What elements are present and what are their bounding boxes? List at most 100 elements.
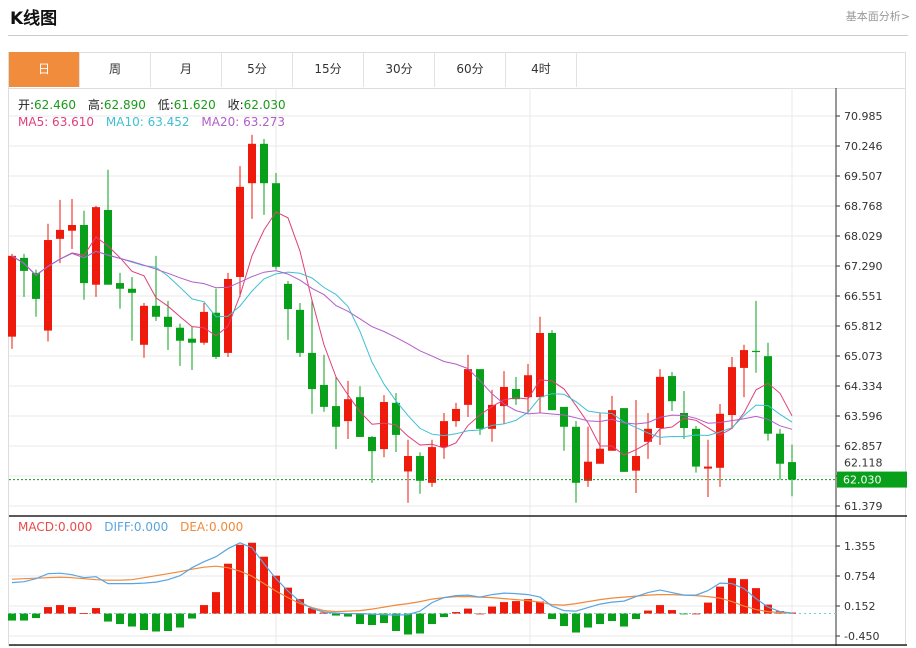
candle-body	[548, 333, 556, 411]
candle-body	[440, 421, 448, 448]
tab-4hour[interactable]: 4时	[506, 52, 577, 87]
macd-bar	[104, 613, 112, 622]
macd-bar	[704, 602, 712, 614]
macd-bar	[140, 613, 148, 631]
candle-body	[248, 143, 256, 184]
price-tick-label: 65.073	[844, 350, 883, 363]
price-tick-label: 65.812	[844, 320, 883, 333]
macd-bar	[728, 578, 736, 614]
candle-body	[332, 406, 340, 427]
macd-bar	[764, 604, 772, 614]
macd-bar	[56, 605, 64, 614]
macd-bar	[200, 605, 208, 614]
candle-body	[500, 387, 508, 407]
candle-body	[716, 413, 724, 468]
high-value: 62.890	[103, 98, 146, 112]
macd-tick-label: 0.754	[844, 570, 876, 583]
candle-body	[164, 316, 172, 327]
tab-60min[interactable]: 60分	[435, 52, 506, 87]
ma5-line	[11, 211, 793, 456]
low-value: 61.620	[173, 98, 216, 112]
candle-body	[404, 456, 412, 472]
macd-bar	[620, 613, 628, 627]
macd-bar	[608, 613, 616, 622]
tab-week[interactable]: 周	[80, 52, 151, 87]
candle-body	[596, 448, 604, 464]
macd-bar	[308, 608, 316, 614]
candle-body	[524, 375, 532, 398]
candle-body	[272, 183, 280, 267]
candle-body	[92, 207, 100, 285]
candle-body	[488, 404, 496, 429]
tab-15min[interactable]: 15分	[293, 52, 364, 87]
macd-bar	[176, 613, 184, 628]
macd-bar	[8, 613, 16, 621]
ma-legend: MA5: 63.610 MA10: 63.452 MA20: 63.273	[18, 115, 293, 129]
ma5-value: MA5: 63.610	[18, 115, 95, 129]
macd-bar	[560, 613, 568, 627]
candle-body	[260, 143, 268, 184]
macd-bar	[80, 613, 88, 614]
macd-bar	[152, 613, 160, 632]
macd-bar	[320, 612, 328, 614]
candle-body	[560, 406, 568, 427]
candle-body	[584, 461, 592, 481]
macd-bar	[740, 579, 748, 614]
candle-body	[668, 376, 676, 402]
macd-bar	[488, 606, 496, 614]
macd-bar	[428, 613, 436, 625]
price-tick-label: 70.985	[844, 110, 883, 123]
macd-bar	[416, 613, 424, 634]
tab-month[interactable]: 月	[151, 52, 222, 87]
candle-body	[368, 436, 376, 452]
macd-bar	[752, 588, 760, 614]
candle-body	[44, 240, 52, 331]
macd-bar	[188, 613, 196, 619]
macd-bar	[44, 607, 52, 614]
macd-bar	[68, 607, 76, 614]
macd-tick-label: -0.450	[844, 630, 879, 643]
price-tick-label: 63.596	[844, 410, 883, 423]
candle-body	[536, 333, 544, 398]
macd-bar	[584, 613, 592, 628]
fundamental-analysis-link[interactable]: 基本面分析>	[845, 10, 910, 23]
price-tick-label: 67.290	[844, 260, 883, 273]
diff-value: DIFF:0.000	[104, 520, 169, 534]
candle-body	[644, 428, 652, 442]
macd-bar	[164, 613, 172, 632]
macd-bar	[368, 613, 376, 626]
macd-tick-label: 1.355	[844, 540, 876, 553]
macd-bar	[524, 599, 532, 614]
dea-line	[11, 565, 793, 614]
macd-bar	[356, 613, 364, 625]
tab-30min[interactable]: 30分	[364, 52, 435, 87]
dea-value: DEA:0.000	[180, 520, 244, 534]
macd-bar	[680, 613, 688, 615]
macd-legend: MACD:0.000 DIFF:0.000 DEA:0.000	[18, 520, 251, 534]
candle-body	[392, 402, 400, 435]
candle-body	[344, 399, 352, 422]
macd-bar	[452, 612, 460, 614]
macd-bar	[656, 605, 664, 614]
candle-body	[608, 410, 616, 451]
macd-bar	[440, 613, 448, 618]
macd-bar	[332, 613, 340, 616]
candle-body	[20, 257, 28, 271]
candle-body	[752, 350, 760, 353]
page-title: K线图	[10, 9, 58, 29]
candle-body	[452, 408, 460, 422]
ma20-line	[11, 250, 793, 430]
low-label: 低:	[157, 98, 174, 112]
macd-bar	[536, 601, 544, 614]
candle-body	[764, 356, 772, 434]
candle-body	[152, 305, 160, 317]
last-price-label: 62.030	[843, 474, 882, 487]
macd-bar	[500, 602, 508, 614]
open-value: 62.460	[34, 98, 77, 112]
open-label: 开:	[18, 98, 35, 112]
tab-day[interactable]: 日	[9, 52, 80, 87]
tab-5min[interactable]: 5分	[222, 52, 293, 87]
price-tick-label: 69.507	[844, 170, 883, 183]
macd-bar	[404, 613, 412, 635]
